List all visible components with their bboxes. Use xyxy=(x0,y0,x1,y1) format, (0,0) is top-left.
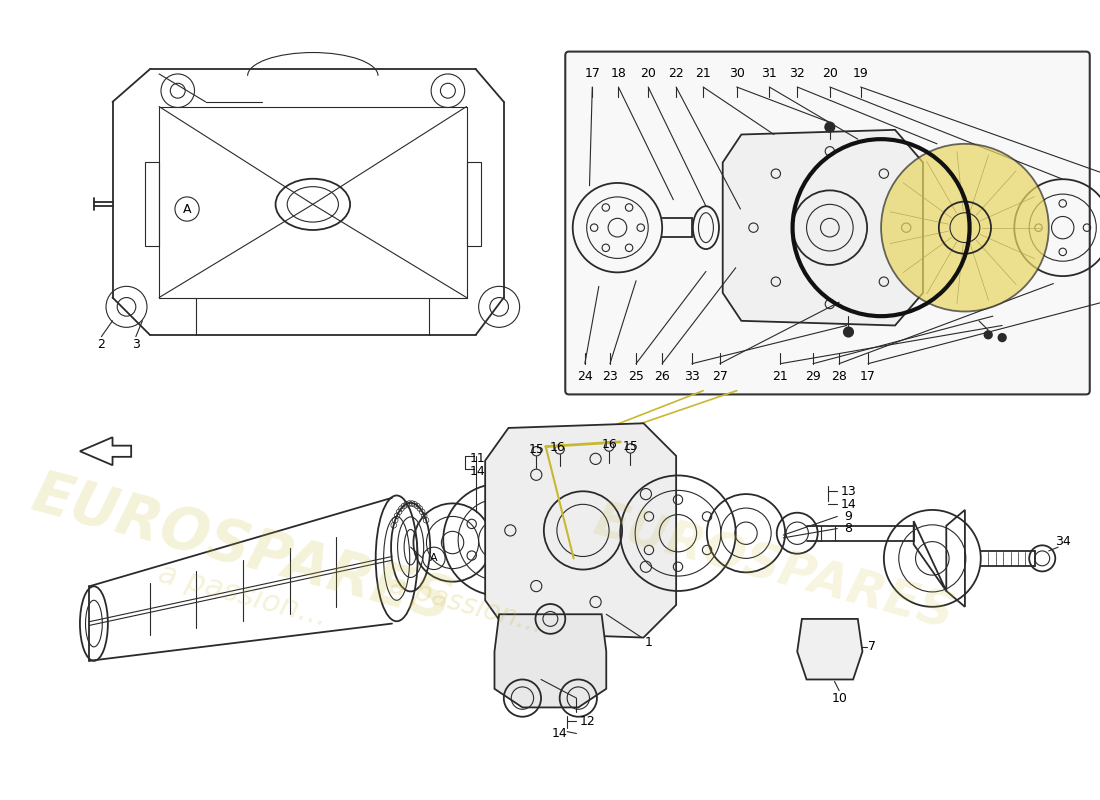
Text: 27: 27 xyxy=(712,370,728,383)
Text: 14: 14 xyxy=(470,466,485,478)
Text: 3: 3 xyxy=(132,338,140,350)
Text: 10: 10 xyxy=(832,692,847,705)
Text: 25: 25 xyxy=(628,370,643,383)
Text: 16: 16 xyxy=(550,441,565,454)
Text: 19: 19 xyxy=(852,67,869,81)
Text: 15: 15 xyxy=(623,440,638,453)
Text: 14: 14 xyxy=(552,727,568,740)
Text: 31: 31 xyxy=(761,67,778,81)
Text: 22: 22 xyxy=(669,67,684,81)
Text: 17: 17 xyxy=(860,370,876,383)
Text: 9: 9 xyxy=(845,510,853,523)
Text: 7: 7 xyxy=(868,640,876,654)
Text: EUROSPARES: EUROSPARES xyxy=(26,466,460,633)
Text: 28: 28 xyxy=(832,370,847,383)
Text: 21: 21 xyxy=(695,67,711,81)
Text: 23: 23 xyxy=(602,370,618,383)
Text: 11: 11 xyxy=(470,452,485,465)
Text: 16: 16 xyxy=(602,438,617,451)
Circle shape xyxy=(825,122,835,132)
Polygon shape xyxy=(723,130,923,326)
Text: 8: 8 xyxy=(845,522,853,535)
Text: 12: 12 xyxy=(580,715,595,728)
Text: 29: 29 xyxy=(805,370,821,383)
Text: a passion...: a passion... xyxy=(386,571,547,639)
Text: 32: 32 xyxy=(790,67,805,81)
Polygon shape xyxy=(495,614,606,707)
Circle shape xyxy=(984,331,992,338)
Text: 24: 24 xyxy=(578,370,593,383)
Text: 34: 34 xyxy=(1055,535,1070,548)
Circle shape xyxy=(999,334,1005,342)
Circle shape xyxy=(844,327,854,337)
Text: 21: 21 xyxy=(772,370,789,383)
Polygon shape xyxy=(798,619,862,679)
Text: A: A xyxy=(430,554,438,563)
Circle shape xyxy=(881,144,1048,311)
Text: 30: 30 xyxy=(728,67,745,81)
Text: 20: 20 xyxy=(822,67,838,81)
FancyBboxPatch shape xyxy=(565,51,1090,394)
Text: 26: 26 xyxy=(654,370,670,383)
Text: EUROSPARES: EUROSPARES xyxy=(588,497,959,639)
Text: 33: 33 xyxy=(684,370,700,383)
Text: 1: 1 xyxy=(645,636,652,649)
Text: A: A xyxy=(183,202,191,215)
Text: 18: 18 xyxy=(610,67,626,81)
Text: 17: 17 xyxy=(584,67,601,81)
Text: 14: 14 xyxy=(840,498,857,511)
Text: 2: 2 xyxy=(98,338,106,350)
Text: 15: 15 xyxy=(528,443,544,456)
Text: 20: 20 xyxy=(640,67,656,81)
Polygon shape xyxy=(485,423,676,638)
Text: a passion...: a passion... xyxy=(155,559,331,632)
Text: 13: 13 xyxy=(840,485,857,498)
